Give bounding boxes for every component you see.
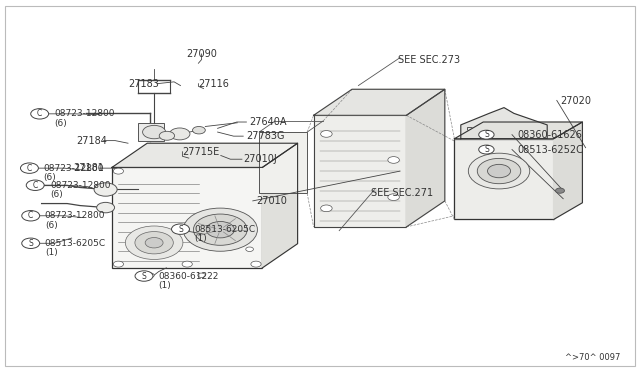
Text: S: S	[484, 130, 489, 139]
Circle shape	[388, 157, 399, 163]
Text: 27010: 27010	[256, 196, 287, 206]
Text: 08723-12800: 08723-12800	[50, 181, 111, 190]
Text: 27020: 27020	[561, 96, 591, 106]
Text: 27116: 27116	[198, 79, 229, 89]
Circle shape	[26, 180, 44, 190]
Text: 08513-6205C: 08513-6205C	[195, 225, 256, 234]
Text: S: S	[141, 272, 147, 280]
Bar	[112, 167, 262, 268]
Text: (6): (6)	[54, 119, 67, 128]
Bar	[138, 123, 164, 141]
Circle shape	[477, 158, 521, 184]
Text: SEE SEC.273: SEE SEC.273	[398, 55, 460, 64]
Circle shape	[135, 231, 173, 254]
Polygon shape	[314, 89, 445, 115]
Circle shape	[468, 153, 530, 189]
Circle shape	[113, 168, 124, 174]
Circle shape	[183, 208, 257, 251]
Circle shape	[97, 202, 115, 213]
Text: 27640A: 27640A	[250, 117, 287, 127]
Text: 08723-12800: 08723-12800	[45, 211, 106, 220]
Circle shape	[113, 261, 124, 267]
Text: (1): (1)	[195, 234, 207, 243]
Bar	[467, 127, 541, 137]
Polygon shape	[454, 139, 554, 219]
Text: 27010J: 27010J	[243, 154, 277, 164]
Circle shape	[251, 261, 261, 267]
Circle shape	[488, 164, 511, 178]
Text: 08360-61222: 08360-61222	[158, 272, 218, 280]
Circle shape	[206, 221, 234, 238]
Text: 08723-12800: 08723-12800	[54, 109, 115, 118]
Circle shape	[193, 126, 205, 134]
Text: (1): (1)	[45, 248, 58, 257]
Text: (6): (6)	[50, 190, 63, 199]
Polygon shape	[406, 89, 445, 227]
Circle shape	[22, 238, 40, 248]
Text: C: C	[37, 109, 42, 118]
Circle shape	[556, 188, 564, 193]
Text: 27183: 27183	[128, 79, 159, 89]
Circle shape	[182, 261, 192, 267]
Circle shape	[321, 131, 332, 137]
Text: 08723-12800: 08723-12800	[44, 164, 104, 173]
Text: (6): (6)	[45, 221, 58, 230]
Bar	[314, 115, 406, 227]
Bar	[454, 139, 554, 219]
Circle shape	[147, 273, 154, 278]
Circle shape	[135, 271, 153, 281]
Polygon shape	[262, 143, 298, 268]
Text: S: S	[484, 145, 489, 154]
Circle shape	[125, 226, 183, 260]
Polygon shape	[112, 143, 298, 167]
Text: (6): (6)	[44, 173, 56, 182]
Circle shape	[143, 125, 166, 139]
Text: (1): (1)	[158, 281, 171, 290]
Text: 08360-61626: 08360-61626	[517, 130, 582, 140]
Circle shape	[94, 183, 117, 196]
Text: 27715E: 27715E	[182, 147, 220, 157]
Polygon shape	[461, 108, 547, 139]
Circle shape	[193, 214, 247, 245]
Circle shape	[170, 128, 190, 140]
Circle shape	[321, 205, 332, 212]
Polygon shape	[554, 122, 582, 219]
Circle shape	[31, 109, 49, 119]
Text: ^>70^ 0097: ^>70^ 0097	[565, 353, 621, 362]
Bar	[259, 132, 307, 193]
Circle shape	[246, 247, 253, 251]
Circle shape	[479, 145, 494, 154]
Circle shape	[22, 211, 40, 221]
Text: C: C	[28, 211, 33, 220]
Text: C: C	[33, 181, 38, 190]
Circle shape	[159, 131, 175, 140]
Text: 27184: 27184	[77, 136, 108, 145]
Text: 27783G: 27783G	[246, 131, 285, 141]
Circle shape	[172, 224, 189, 234]
Polygon shape	[454, 122, 582, 139]
Circle shape	[479, 130, 494, 139]
Circle shape	[20, 163, 38, 173]
Text: S: S	[28, 239, 33, 248]
Text: SEE SEC.271: SEE SEC.271	[371, 188, 433, 198]
Text: 08513-6205C: 08513-6205C	[45, 239, 106, 248]
Circle shape	[198, 273, 205, 278]
Text: 08513-6252C: 08513-6252C	[517, 145, 583, 154]
Circle shape	[145, 237, 163, 248]
Polygon shape	[314, 115, 406, 227]
Text: C: C	[27, 164, 32, 173]
Text: S: S	[178, 225, 183, 234]
Text: 27090: 27090	[186, 49, 217, 59]
Circle shape	[388, 194, 399, 201]
Text: 27181: 27181	[73, 163, 104, 173]
